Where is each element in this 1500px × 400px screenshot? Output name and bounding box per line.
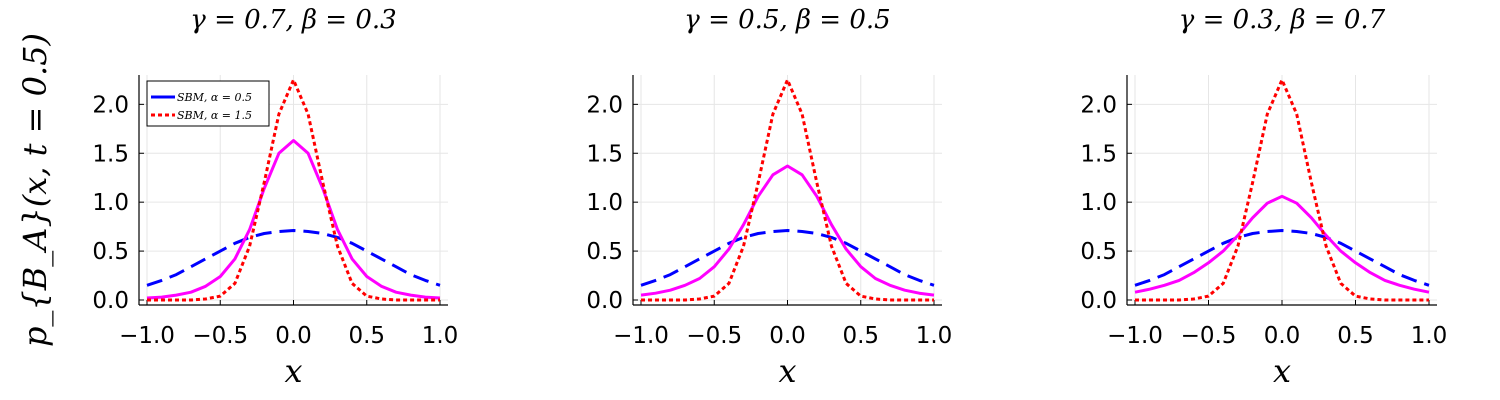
x-tick-label: 0.5: [1337, 323, 1374, 349]
y-tick-label: 1.0: [92, 190, 129, 216]
series-line-blue-dash: [1134, 229, 1430, 287]
series-line-magenta-solid: [1134, 194, 1430, 294]
y-axis-label: p_{B_A}(x, t = 0.5): [16, 33, 54, 347]
series-line-magenta-solid: [146, 139, 441, 300]
y-tick-label: 1.5: [1080, 141, 1117, 167]
x-tick-label: −1.0: [1107, 323, 1163, 349]
y-tick-label: 1.5: [586, 141, 623, 167]
x-tick-label: 0.0: [275, 323, 312, 349]
chart-panel-1: −1.0 −0.5 0.0 0.5 1.0 0.0 0.5 1.0 1.5 2.0 γ = 0.7,…: [16, 5, 458, 390]
x-tick-label: −0.5: [1181, 323, 1237, 349]
x-tick-label: −0.5: [192, 323, 248, 349]
y-tick-label: 2.0: [586, 92, 623, 118]
x-tick-label: 1.0: [1411, 323, 1448, 349]
y-tick-label: 0.0: [92, 288, 129, 314]
chart-panel-2: −1.0 −0.5 0.0 0.5 1.0 0.0 0.5 1.0 1.5 2.0 γ = 0.5,…: [586, 5, 952, 390]
legend-label: SBM, α = 0.5: [177, 91, 252, 104]
x-tick-label: 1.0: [422, 323, 459, 349]
legend-label: SBM, α = 1.5: [177, 109, 252, 122]
y-tick-label: 1.0: [586, 190, 623, 216]
x-tick-label: 1.0: [916, 323, 953, 349]
x-axis-label: x: [1273, 352, 1291, 390]
legend-box: [146, 80, 270, 127]
y-tick-label: 0.5: [1080, 239, 1117, 265]
x-axis-label: x: [284, 352, 302, 390]
chart-title: γ = 0.5, β = 0.5: [684, 5, 890, 35]
x-tick-label: 0.5: [842, 323, 879, 349]
x-axis-label: x: [778, 352, 796, 390]
legend: SBM, α = 0.5 SBM, α = 1.5: [146, 80, 270, 127]
series-line-red-dot: [147, 78, 440, 302]
y-tick-label: 0.5: [92, 239, 129, 265]
y-tick-label: 0.0: [1080, 288, 1117, 314]
series-line-blue-dash: [146, 229, 441, 287]
x-tick-label: 0.0: [1264, 323, 1301, 349]
series-line-magenta-solid: [640, 164, 935, 297]
chart-title: γ = 0.3, β = 0.7: [1179, 5, 1386, 35]
y-tick-label: 1.5: [92, 141, 129, 167]
x-tick-label: 0.0: [769, 323, 806, 349]
x-tick-label: 0.5: [348, 323, 385, 349]
chart-title: γ = 0.7, β = 0.3: [190, 5, 396, 35]
y-tick-label: 2.0: [1080, 92, 1117, 118]
y-tick-label: 1.0: [1080, 190, 1117, 216]
chart-panel-3: −1.0 −0.5 0.0 0.5 1.0 0.0 0.5 1.0 1.5 2.0 γ = 0.3,…: [1080, 5, 1447, 390]
x-tick-label: −1.0: [119, 323, 175, 349]
y-tick-label: 0.5: [586, 239, 623, 265]
series-line-red-dot: [1135, 78, 1429, 302]
y-tick-label: 0.0: [586, 288, 623, 314]
series-line-blue-dash: [640, 229, 935, 287]
x-tick-label: −0.5: [686, 323, 742, 349]
series-line-red-dot: [641, 78, 934, 302]
y-tick-label: 2.0: [92, 92, 129, 118]
x-tick-label: −1.0: [613, 323, 669, 349]
